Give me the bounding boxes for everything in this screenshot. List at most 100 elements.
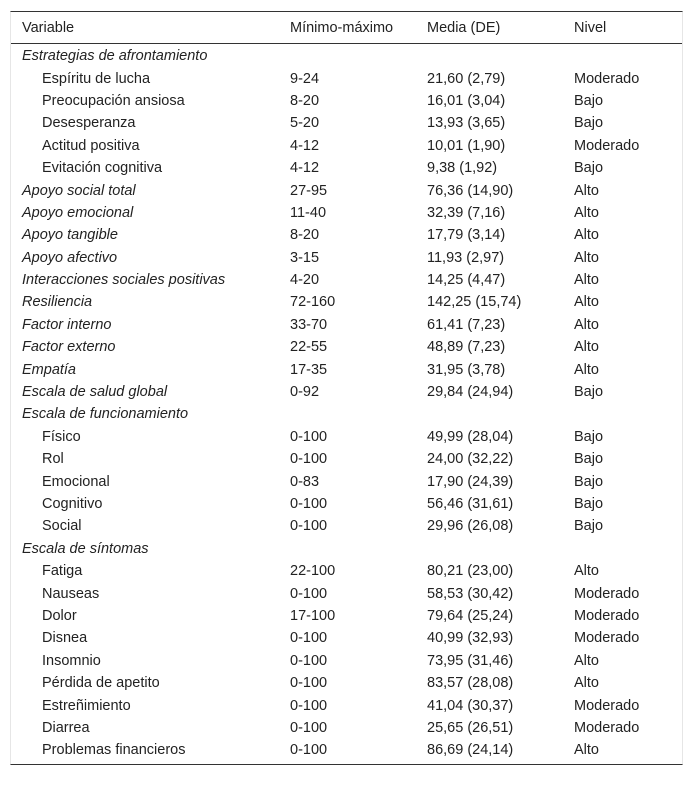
cell-level: Bajo (574, 451, 604, 468)
cell-variable: Problemas financieros (42, 742, 186, 759)
cell-level: Bajo (574, 518, 604, 535)
cell-variable: Estreñimiento (42, 697, 131, 714)
table-row: Factor externo 22-55 48,89 (7,23) Alto (11, 336, 682, 358)
cell-level: Alto (574, 361, 599, 378)
cell-mean: 61,41 (7,23) (427, 316, 506, 333)
cell-level: Moderado (574, 607, 640, 624)
cell-range: 0-100 (290, 742, 328, 759)
cell-range: 9-24 (290, 70, 320, 87)
table-row: Resiliencia 72-160 142,25 (15,74) Alto (11, 291, 682, 313)
cell-range: 11-40 (290, 204, 327, 221)
cell-variable: Apoyo social total (22, 182, 136, 199)
table-row: Físico 0-100 49,99 (28,04) Bajo (11, 426, 682, 448)
cell-mean: 29,84 (24,94) (427, 384, 514, 401)
table-row: Diarrea 0-100 25,65 (26,51) Moderado (11, 717, 682, 739)
cell-level: Bajo (574, 496, 604, 512)
cell-level: Alto (574, 339, 599, 356)
header-variable: Variable (22, 19, 75, 36)
table-row: Cognitivo 0-100 56,46 (31,61) Bajo (11, 493, 682, 515)
cell-range: 27-95 (290, 182, 328, 199)
table-row: Insomnio 0-100 73,95 (31,46) Alto (11, 650, 682, 672)
cell-mean: 41,04 (30,37) (427, 697, 514, 714)
table-row: Apoyo emocional 11-40 32,39 (7,16) Alto (11, 202, 682, 224)
cell-level: Bajo (574, 160, 604, 177)
cell-range: 17-100 (290, 607, 336, 624)
cell-variable: Dolor (42, 607, 77, 624)
cell-variable: Apoyo emocional (22, 204, 134, 221)
cell-range: 8-20 (290, 227, 320, 244)
table-body: Estrategias de afrontamiento Espíritu de … (11, 44, 682, 764)
cell-level: Alto (574, 294, 599, 311)
cell-level: Alto (574, 675, 599, 692)
cell-level: Moderado (574, 70, 640, 87)
cell-variable: Factor interno (22, 316, 112, 333)
table-row: Problemas financieros 0-100 86,69 (24,14) A… (11, 739, 682, 761)
cell-variable: Preocupación ansiosa (42, 92, 185, 109)
cell-mean: 11,93 (2,97) (427, 249, 505, 266)
cell-variable: Pérdida de apetito (42, 675, 160, 692)
cell-mean: 21,60 (2,79) (427, 70, 506, 87)
cell-range: 33-70 (290, 316, 328, 333)
cell-range: 0-100 (290, 518, 328, 535)
cell-level: Alto (574, 272, 599, 289)
cell-level: Alto (574, 563, 599, 580)
cell-range: 4-12 (290, 137, 320, 154)
table-row: Interacciones sociales positivas 4-20 14,2… (11, 269, 682, 291)
cell-mean: 17,90 (24,39) (427, 473, 514, 490)
cell-range: 0-100 (290, 428, 328, 445)
cell-range: 0-92 (290, 384, 320, 401)
table-row: Evitación cognitiva 4-12 9,38 (1,92) Bajo (11, 157, 682, 179)
table-row: Estreñimiento 0-100 41,04 (30,37) Moderado (11, 694, 682, 716)
cell-range: 22-100 (290, 563, 336, 580)
cell-mean: 14,25 (4,47) (427, 272, 506, 289)
table-row: Rol 0-100 24,00 (32,22) Bajo (11, 448, 682, 470)
cell-variable: Desesperanza (42, 115, 136, 132)
cell-mean: 49,99 (28,04) (427, 428, 514, 445)
cell-mean: 142,25 (15,74) (427, 294, 522, 311)
cell-variable: Disnea (42, 630, 88, 647)
cell-mean: 9,38 (1,92) (427, 160, 498, 177)
cell-mean: 79,64 (25,24) (427, 607, 514, 624)
cell-level: Bajo (574, 115, 604, 132)
cell-variable: Factor externo (22, 339, 116, 356)
cell-level: Bajo (574, 428, 604, 445)
cell-mean: 40,99 (32,93) (427, 630, 514, 647)
cell-variable: Espíritu de lucha (42, 70, 151, 87)
table-row: Escala de síntomas (11, 538, 682, 560)
cell-level: Alto (574, 742, 599, 759)
table-row: Apoyo social total 27-95 76,36 (14,90) Alto (11, 179, 682, 201)
table-row: Nauseas 0-100 58,53 (30,42) Moderado (11, 582, 682, 604)
table-row: Apoyo afectivo 3-15 11,93 (2,97) Alto (11, 247, 682, 269)
cell-range: 5-20 (290, 115, 320, 132)
table-row: Emocional 0-83 17,90 (24,39) Bajo (11, 470, 682, 492)
table-row: Escala de funcionamiento (11, 403, 682, 425)
cell-range: 0-100 (290, 451, 328, 468)
cell-mean: 56,46 (31,61) (427, 496, 514, 512)
cell-level: Alto (574, 249, 599, 266)
table-header: Variable Mínimo-máximo Media (DE) Nivel (11, 12, 682, 44)
cell-mean: 31,95 (3,78) (427, 361, 506, 378)
cell-variable: Cognitivo (42, 496, 103, 512)
cell-mean: 32,39 (7,16) (427, 204, 506, 221)
cell-variable: Nauseas (42, 585, 100, 602)
header-mean: Media (DE) (427, 19, 501, 36)
cell-variable: Apoyo afectivo (22, 249, 118, 266)
cell-mean: 24,00 (32,22) (427, 451, 514, 468)
table-row: Factor interno 33-70 61,41 (7,23) Alto (11, 314, 682, 336)
data-table: Variable Mínimo-máximo Media (DE) Nivel … (10, 11, 683, 765)
table-row: Social 0-100 29,96 (26,08) Bajo (11, 515, 682, 537)
cell-mean: 10,01 (1,90) (427, 137, 506, 154)
cell-range: 4-12 (290, 160, 320, 177)
table-row: Desesperanza 5-20 13,93 (3,65) Bajo (11, 112, 682, 134)
cell-range: 4-20 (290, 272, 320, 289)
cell-variable: Actitud positiva (42, 137, 140, 154)
cell-level: Moderado (574, 719, 640, 736)
cell-level: Moderado (574, 630, 640, 647)
cell-variable: Interacciones sociales positivas (22, 272, 226, 289)
cell-mean: 73,95 (31,46) (427, 652, 514, 669)
cell-level: Alto (574, 316, 599, 333)
cell-mean: 29,96 (26,08) (427, 518, 514, 535)
cell-range: 22-55 (290, 339, 328, 356)
cell-mean: 83,57 (28,08) (427, 675, 514, 692)
cell-level: Bajo (574, 384, 604, 401)
